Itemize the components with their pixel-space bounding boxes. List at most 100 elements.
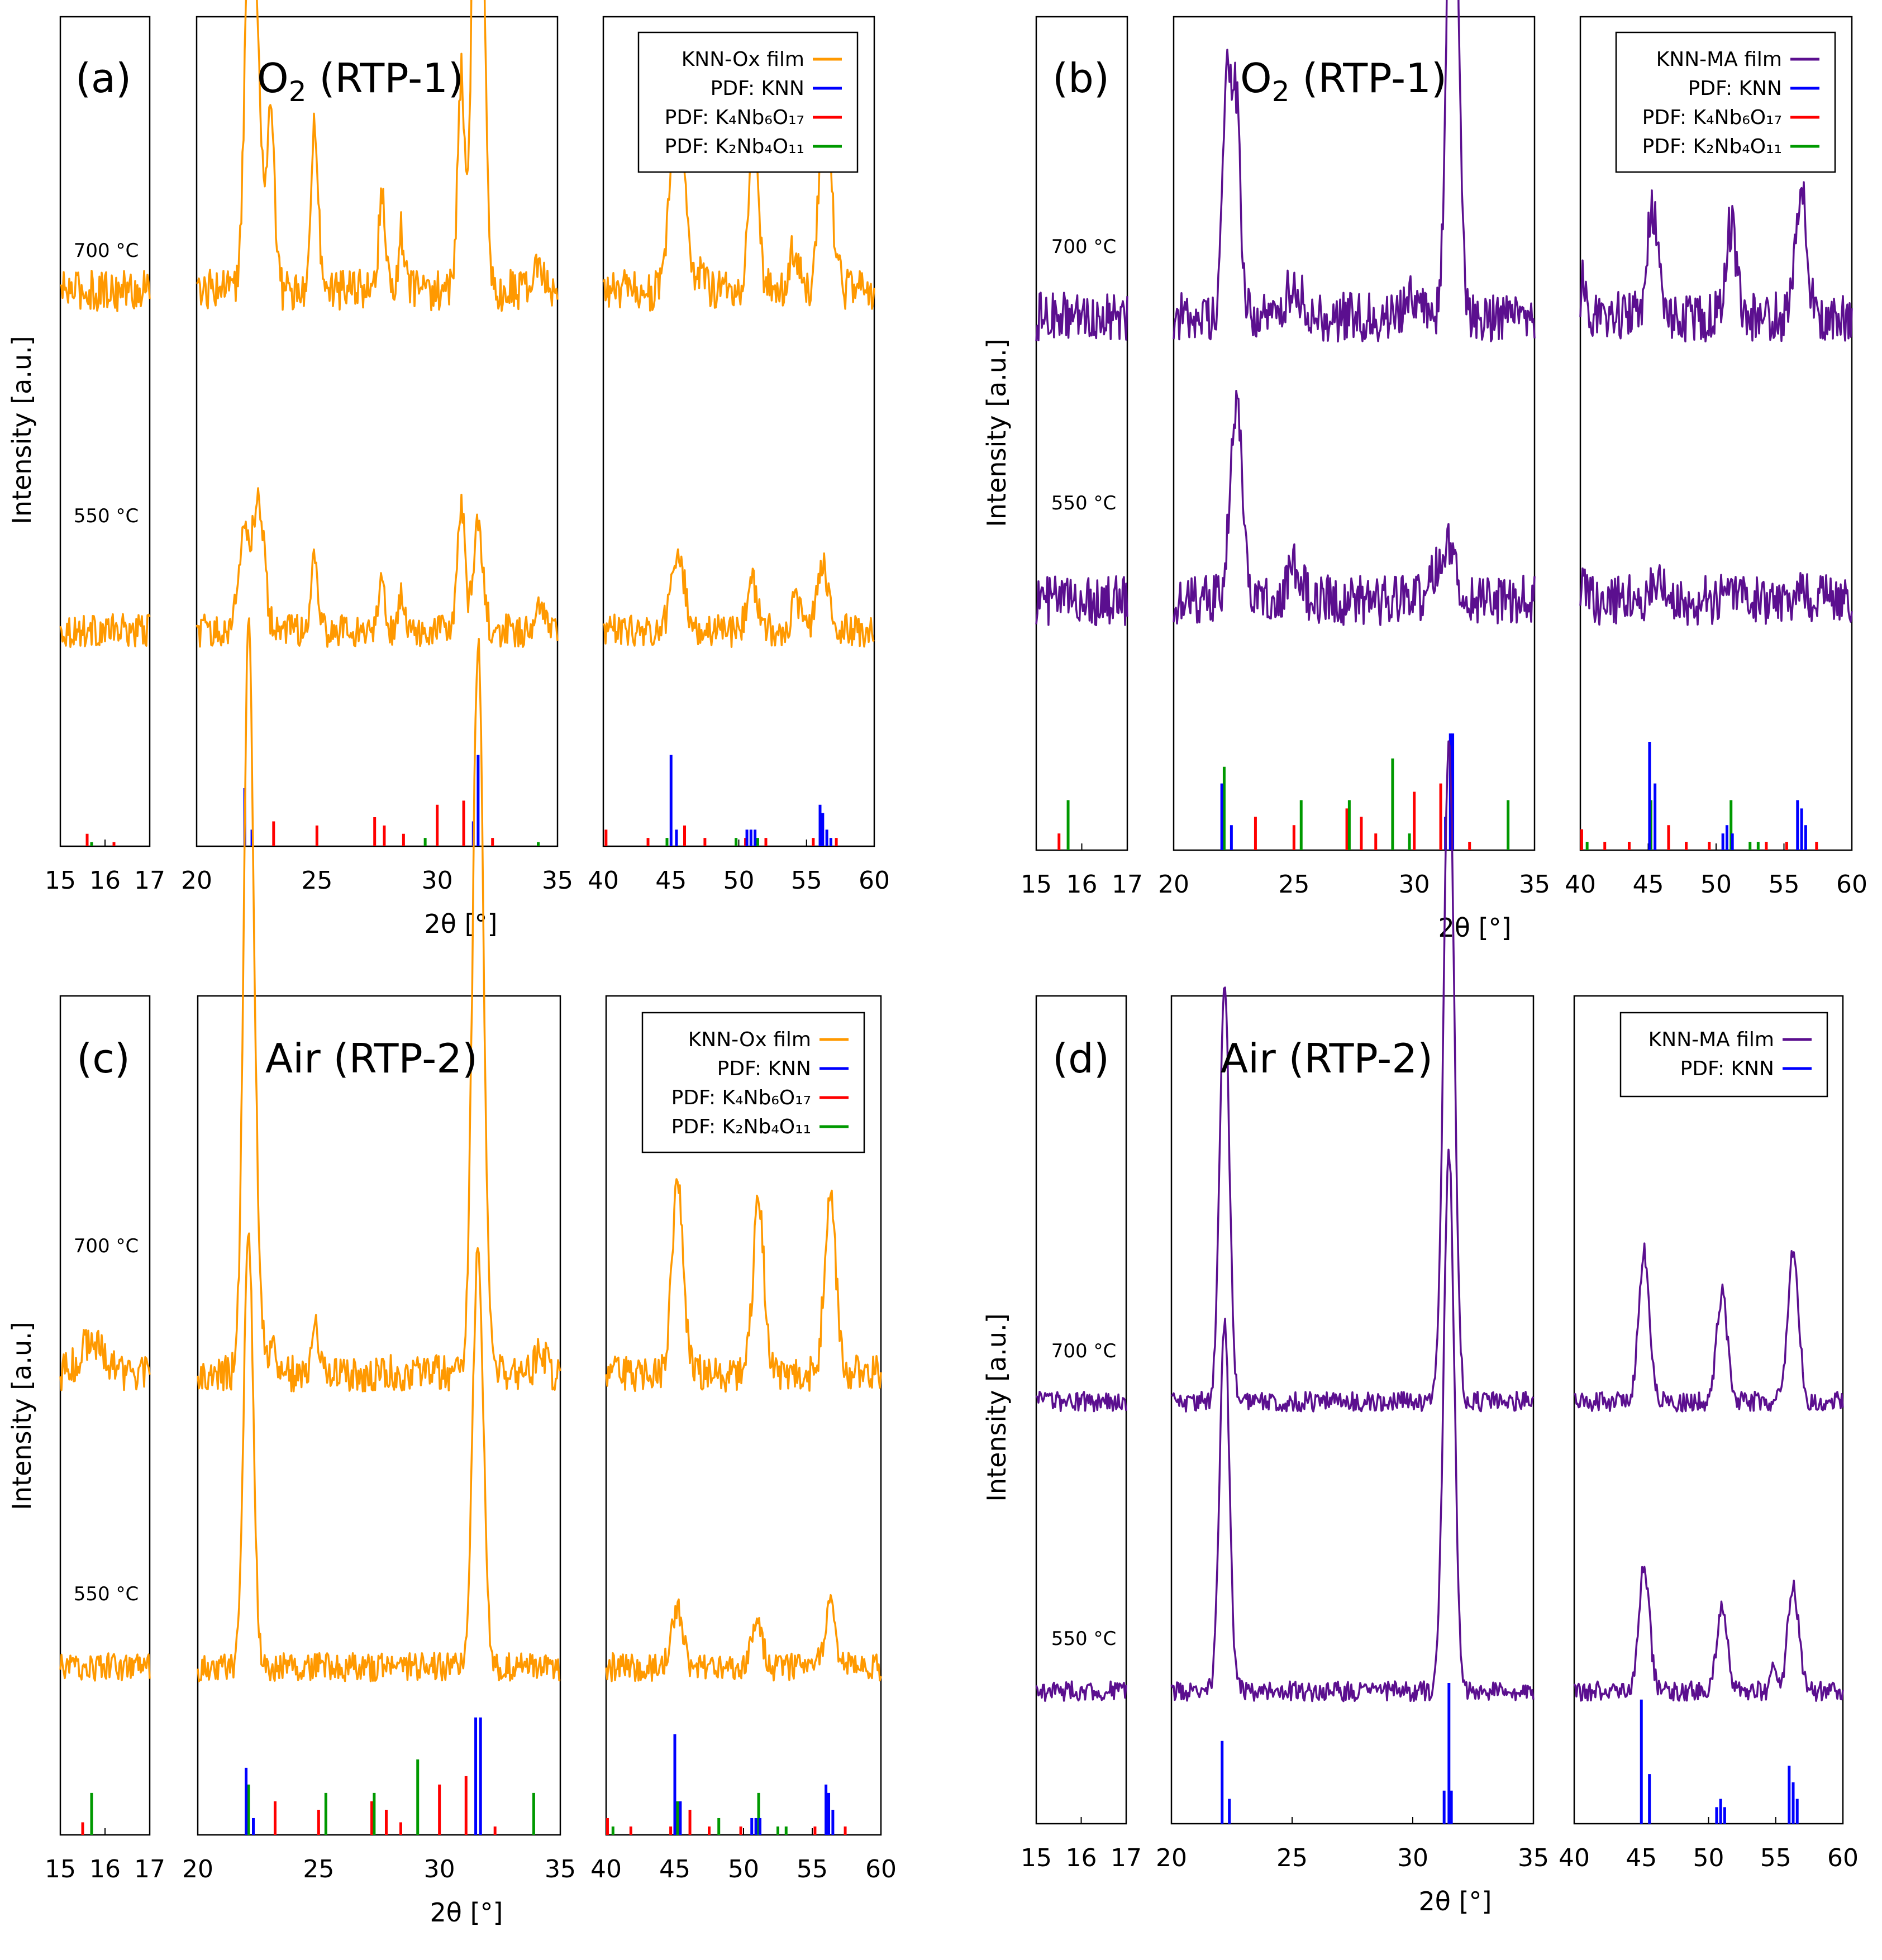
x-tick-label: 20 bbox=[1158, 870, 1189, 899]
x-tick-label: 55 bbox=[791, 866, 822, 895]
subplot-frame-a-2 bbox=[196, 16, 559, 847]
panel-label: (d) bbox=[1052, 1035, 1109, 1082]
curve-c-700C bbox=[59, 1329, 151, 1391]
curve-c-700C bbox=[605, 1178, 882, 1393]
panel-title: O2 (RTP-1) bbox=[1240, 55, 1447, 108]
panel-label: (a) bbox=[75, 55, 131, 102]
x-tick-label: 60 bbox=[859, 866, 890, 895]
legend-label: PDF: K₄Nb₆O₁₇ bbox=[665, 106, 804, 129]
x-tick-label: 20 bbox=[182, 1855, 213, 1883]
legend-label: KNN-MA film bbox=[1656, 48, 1782, 71]
curve-b-550C bbox=[1035, 575, 1128, 626]
legend-label: PDF: KNN bbox=[717, 1057, 811, 1080]
y-axis-label: Intensity [a.u.] bbox=[982, 1313, 1012, 1501]
x-tick-label: 16 bbox=[89, 866, 121, 895]
x-tick-label: 55 bbox=[1760, 1844, 1792, 1872]
x-tick-label: 15 bbox=[1021, 1844, 1052, 1872]
panel-title: O2 (RTP-1) bbox=[257, 55, 464, 108]
subplot-frame-b-1 bbox=[1035, 16, 1128, 851]
curve-d-700C bbox=[1035, 1390, 1127, 1413]
x-tick-label: 50 bbox=[1693, 1844, 1724, 1872]
x-tick-label: 35 bbox=[545, 1855, 576, 1883]
x-tick-label: 25 bbox=[1278, 870, 1309, 899]
curve-b-550C bbox=[1579, 564, 1853, 626]
panel-b: 15 16 17 20 25 30 35 40 45 50 55 60 (b) O2 (RTP-1) 700… bbox=[982, 0, 1867, 943]
subplot-frame-c-2 bbox=[197, 995, 561, 1836]
temperature-label-700: 700 °C bbox=[1051, 1340, 1116, 1362]
legend-label: PDF: K₄Nb₆O₁₇ bbox=[671, 1086, 811, 1109]
title-main: Air (RTP-2) bbox=[1221, 1035, 1433, 1082]
legend: KNN-MA film PDF: KNN bbox=[1619, 1012, 1828, 1098]
x-tick-label: 60 bbox=[1836, 870, 1867, 899]
x-tick-label: 50 bbox=[723, 866, 755, 895]
panel-a: 15 16 17 20 25 30 35 40 45 50 55 60 (a) O2 (RTP-1) 700… bbox=[7, 0, 890, 939]
subplot-frame-c-1 bbox=[59, 995, 151, 1836]
x-tick-label: 30 bbox=[422, 866, 453, 895]
curve-d-700C bbox=[1171, 740, 1535, 1413]
title-main: O bbox=[1240, 55, 1272, 102]
panel-title: Air (RTP-2) bbox=[1221, 1035, 1433, 1082]
x-tick-label: 40 bbox=[1565, 870, 1596, 899]
x-tick-label: 16 bbox=[1066, 870, 1098, 899]
legend-box bbox=[641, 1012, 865, 1153]
panel-d: 15 16 17 20 25 30 35 40 45 50 55 60 (d) Air (RTP-2) 70… bbox=[982, 740, 1859, 1916]
curve-b-700C bbox=[1035, 292, 1128, 342]
legend-label: PDF: K₂Nb₄O₁₁ bbox=[665, 135, 804, 158]
temperature-label-550: 550 °C bbox=[1051, 492, 1116, 514]
curve-b-550C bbox=[1173, 389, 1536, 626]
x-tick-label: 55 bbox=[797, 1855, 828, 1883]
x-tick-label: 15 bbox=[45, 1855, 76, 1883]
x-tick-label: 45 bbox=[659, 1855, 690, 1883]
x-tick-label: 30 bbox=[424, 1855, 455, 1883]
x-tick-label: 45 bbox=[1626, 1844, 1657, 1872]
panel-label: (c) bbox=[77, 1035, 130, 1082]
x-tick-label: 15 bbox=[1021, 870, 1052, 899]
x-tick-label: 40 bbox=[1559, 1844, 1590, 1872]
y-axis-label: Intensity [a.u.] bbox=[7, 336, 37, 524]
x-tick-label: 60 bbox=[865, 1855, 897, 1883]
curve-c-550C bbox=[605, 1594, 882, 1682]
title-main: O bbox=[257, 55, 289, 102]
x-tick-label: 16 bbox=[1066, 1844, 1097, 1872]
legend-label: PDF: KNN bbox=[1680, 1057, 1774, 1080]
legend-box bbox=[637, 31, 859, 173]
title-sub: 2 bbox=[289, 75, 307, 108]
curve-a-550C bbox=[196, 487, 559, 648]
curve-a-700C bbox=[196, 0, 559, 312]
curve-a-550C bbox=[602, 548, 875, 648]
legend: KNN-Ox film PDF: KNN PDF: K₄Nb₆O₁₇ PDF: K₂N… bbox=[637, 31, 859, 173]
title-sub: 2 bbox=[1272, 75, 1290, 108]
legend: KNN-Ox film PDF: KNN PDF: K₄Nb₆O₁₇ PDF: K₂N… bbox=[641, 1012, 865, 1153]
x-tick-label: 15 bbox=[45, 866, 76, 895]
x-tick-label: 60 bbox=[1827, 1844, 1859, 1872]
curve-c-700C bbox=[197, 617, 561, 1392]
x-tick-label: 45 bbox=[1633, 870, 1664, 899]
legend-box bbox=[1615, 31, 1836, 173]
x-axis-label: 2θ [°] bbox=[1419, 1886, 1492, 1916]
title-rest: (RTP-1) bbox=[1290, 55, 1447, 102]
x-tick-label: 55 bbox=[1769, 870, 1800, 899]
legend-label: PDF: KNN bbox=[1688, 77, 1782, 100]
x-axis-label: 2θ [°] bbox=[425, 909, 498, 939]
panel-label: (b) bbox=[1052, 55, 1109, 102]
curve-b-700C bbox=[1173, 0, 1536, 343]
x-tick-label: 17 bbox=[1111, 1844, 1142, 1872]
x-axis-label: 2θ [°] bbox=[430, 1897, 503, 1928]
y-axis-label: Intensity [a.u.] bbox=[982, 338, 1012, 527]
temperature-label-550: 550 °C bbox=[74, 1583, 139, 1605]
x-tick-label: 25 bbox=[1276, 1844, 1308, 1872]
curve-d-700C bbox=[1574, 1242, 1844, 1413]
curve-a-550C bbox=[59, 613, 151, 648]
x-tick-label: 20 bbox=[1156, 1844, 1187, 1872]
curve-a-700C bbox=[60, 270, 151, 312]
legend-label: KNN-Ox film bbox=[682, 48, 804, 71]
x-tick-label: 40 bbox=[588, 866, 619, 895]
x-tick-label: 17 bbox=[134, 1855, 165, 1883]
x-tick-label: 16 bbox=[89, 1855, 121, 1883]
curve-d-550C bbox=[1573, 1566, 1844, 1702]
title-rest: (RTP-1) bbox=[307, 55, 464, 102]
legend-box bbox=[1619, 1012, 1828, 1098]
x-tick-label: 35 bbox=[1519, 870, 1550, 899]
subplot-frame-d-2 bbox=[1170, 995, 1535, 1825]
